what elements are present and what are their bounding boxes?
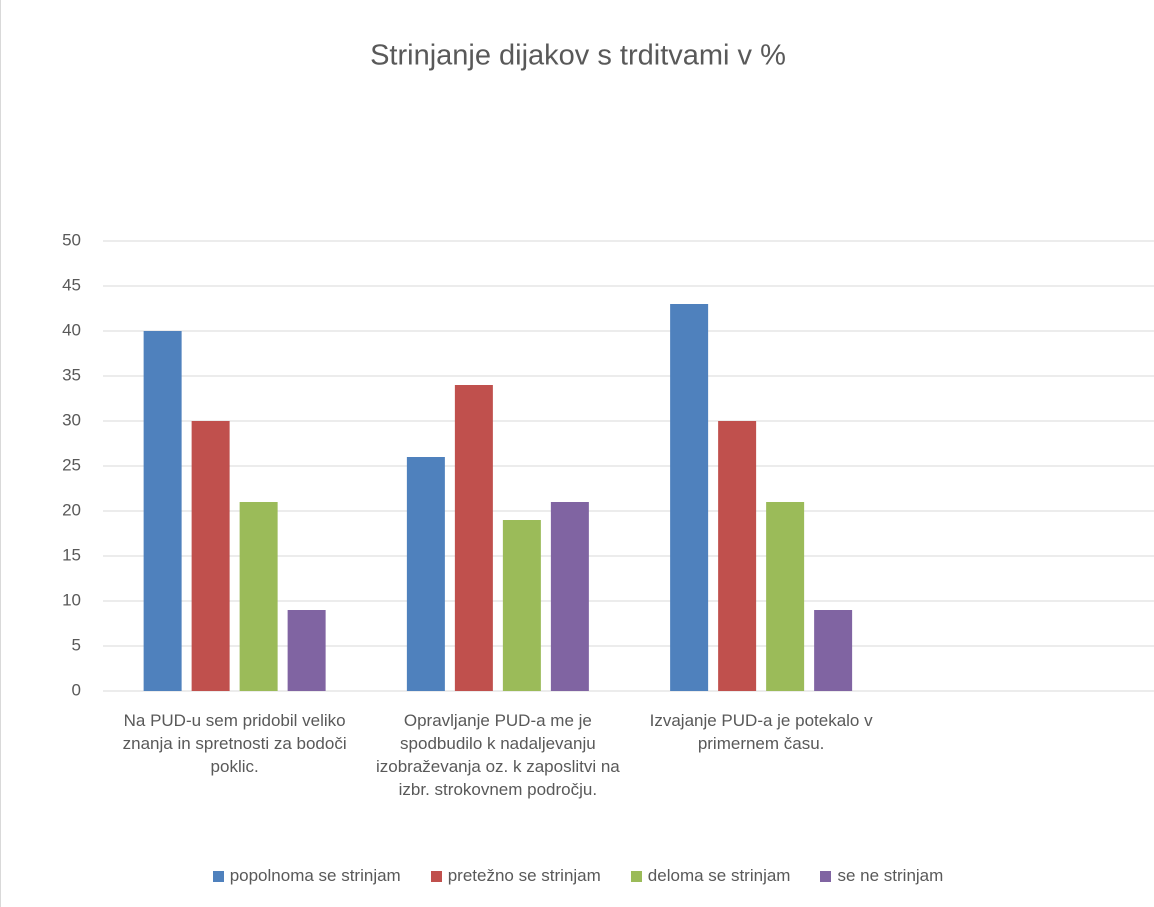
bar (718, 421, 757, 691)
legend-item: deloma se strinjam (630, 866, 791, 886)
y-tick-label: 45 (62, 275, 81, 294)
bar (287, 610, 326, 691)
bar (814, 610, 853, 691)
x-tick-label: Izvajanje PUD-a je potekalo v primernem … (649, 711, 873, 753)
bar (454, 385, 493, 691)
legend: popolnoma se strinjam pretežno se strinja… (1, 866, 1154, 886)
y-tick-label: 50 (62, 230, 81, 249)
legend-label: deloma se strinjam (647, 866, 791, 885)
bar (502, 520, 541, 691)
bar (143, 331, 182, 691)
legend-swatch (820, 870, 832, 882)
legend-item: se ne strinjam (820, 866, 943, 886)
legend-item: pretežno se strinjam (430, 866, 601, 886)
y-tick-label: 15 (62, 545, 81, 564)
y-tick-label: 10 (62, 590, 81, 609)
y-tick-label: 35 (62, 365, 81, 384)
bar (239, 502, 278, 691)
y-tick-label: 5 (72, 635, 81, 654)
legend-label: pretežno se strinjam (447, 866, 601, 885)
bar (766, 502, 805, 691)
y-tick-label: 40 (62, 320, 81, 339)
bar (406, 457, 445, 691)
chart-title: Strinjanje dijakov s trditvami v % (370, 40, 786, 72)
bar (550, 502, 589, 691)
y-tick-label: 30 (62, 410, 81, 429)
legend-swatch (212, 870, 224, 882)
bar (191, 421, 230, 691)
y-tick-label: 0 (72, 680, 81, 699)
legend-swatch (630, 870, 642, 882)
bar (670, 304, 709, 691)
legend-label: se ne strinjam (837, 866, 944, 885)
legend-label: popolnoma se strinjam (229, 866, 401, 885)
legend-swatch (430, 870, 442, 882)
y-tick-label: 20 (62, 500, 81, 519)
y-tick-label: 25 (62, 455, 81, 474)
x-tick-label: Opravljanje PUD-a me je spodbudilo k nad… (375, 711, 620, 799)
x-tick-label: Na PUD-u sem pridobil veliko znanja in s… (122, 711, 347, 776)
legend-item: popolnoma se strinjam (212, 866, 401, 886)
